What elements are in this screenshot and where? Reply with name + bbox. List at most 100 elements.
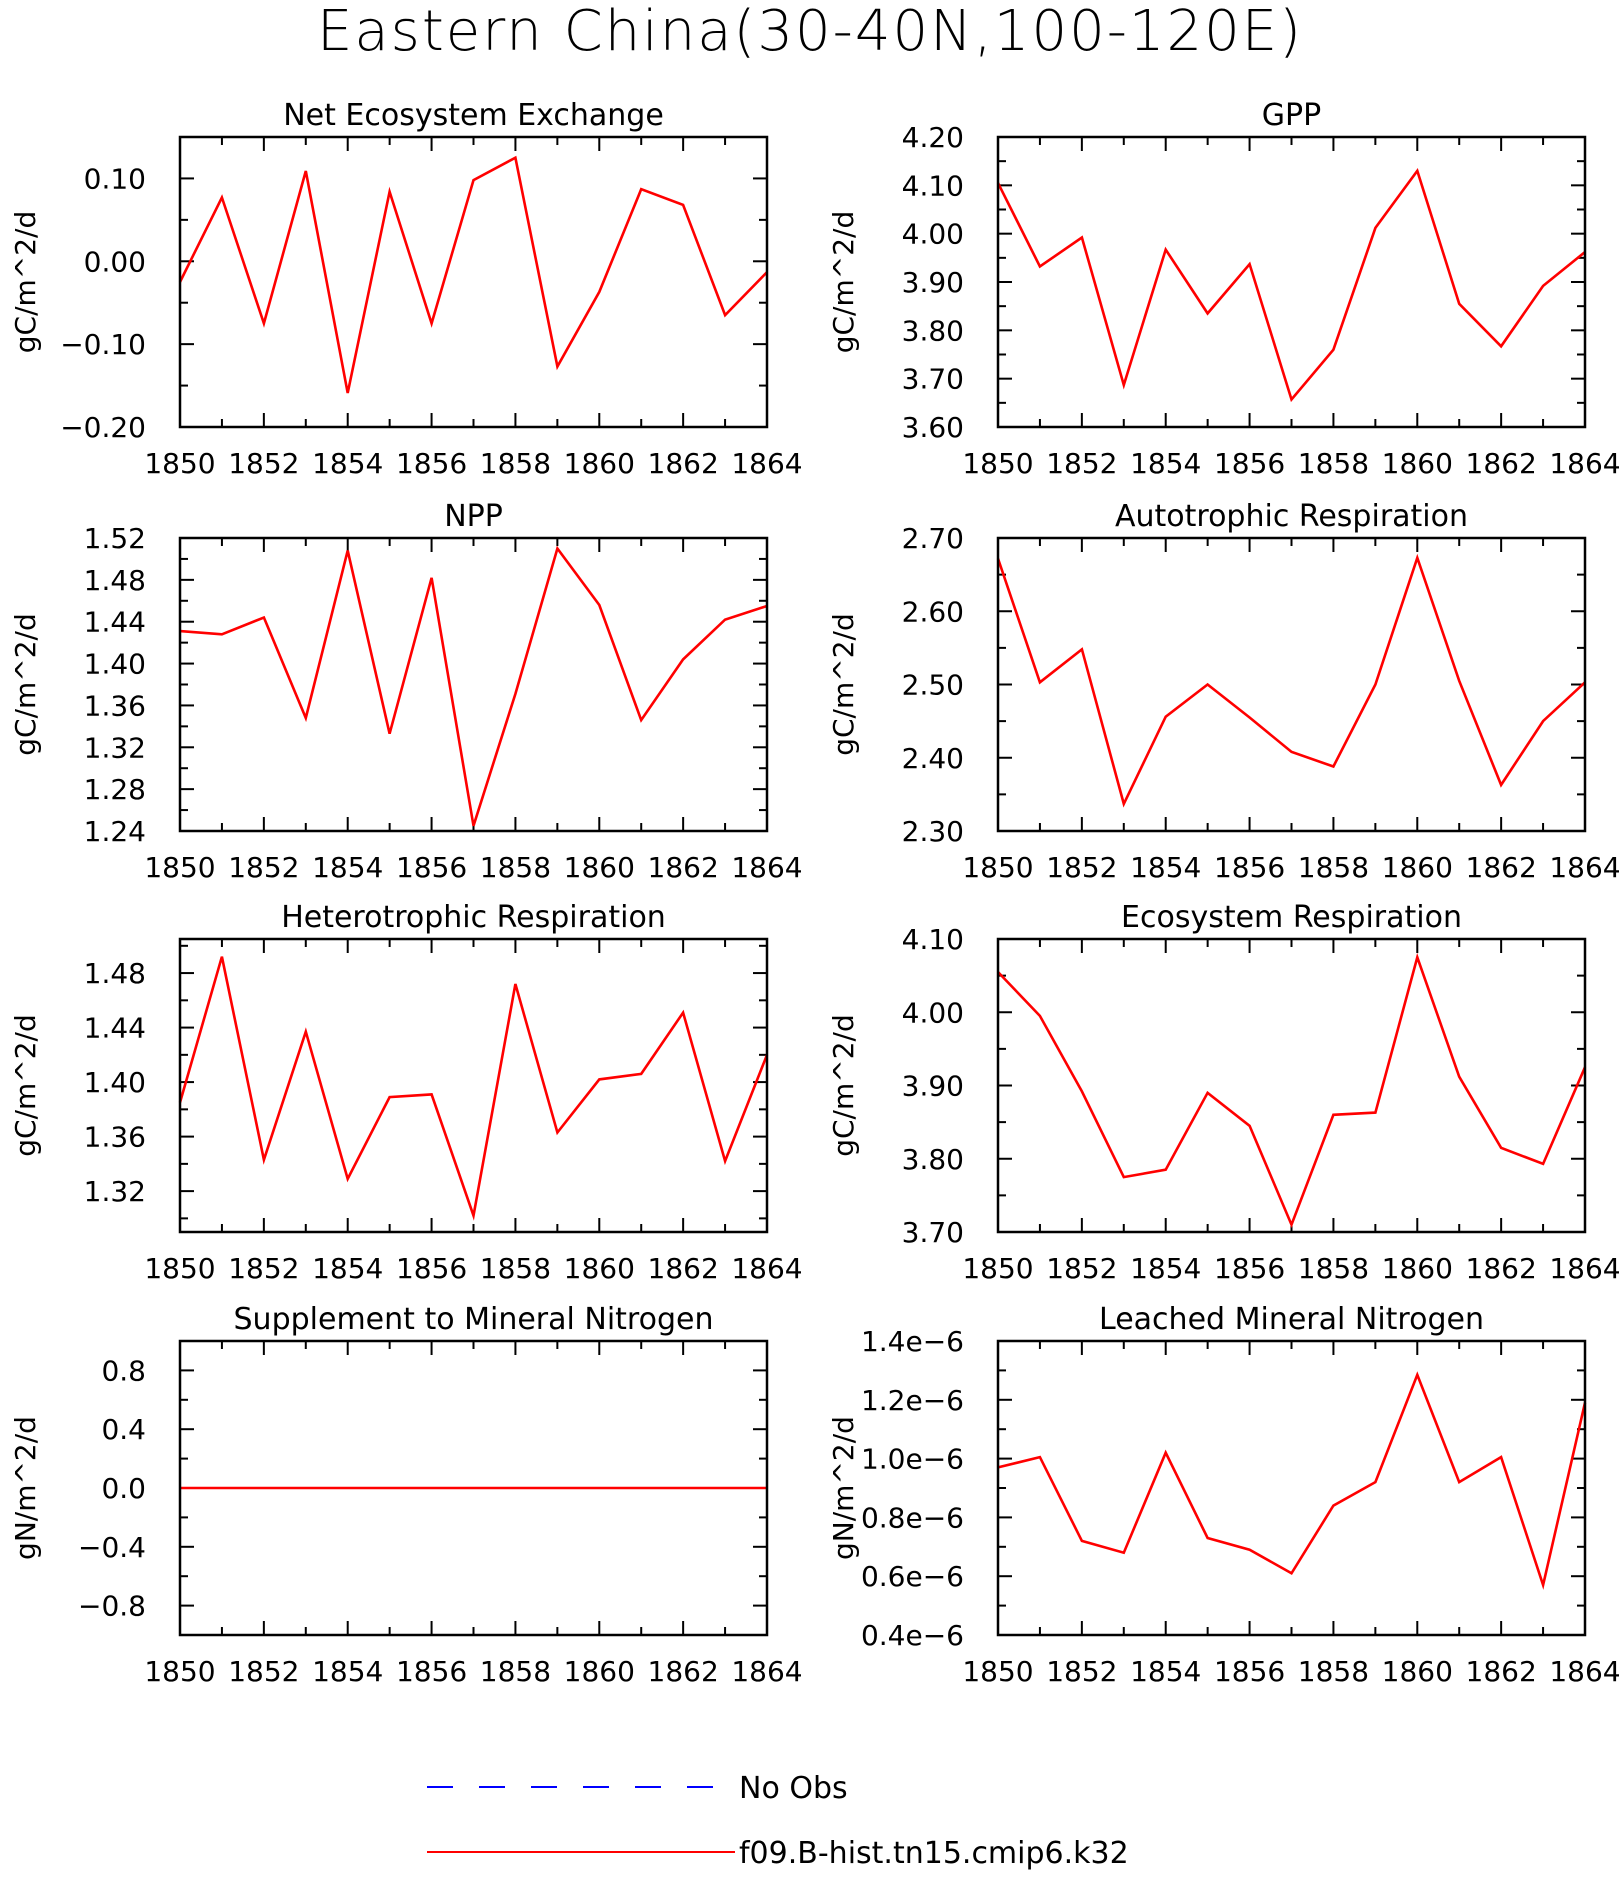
series-line: [179, 545, 768, 827]
x-tick-label: 1850: [144, 1655, 215, 1688]
legend-label: f09.B-hist.tn15.cmip6.k32: [739, 1836, 1129, 1871]
y-tick-label: 1.4e−6: [861, 1325, 964, 1358]
x-tick-label: 1852: [1046, 1655, 1117, 1688]
panel-title: Supplement to Mineral Nitrogen: [234, 1302, 714, 1337]
panel-title: Autotrophic Respiration: [1115, 499, 1468, 534]
x-tick-label: 1864: [1549, 447, 1620, 480]
series-line: [997, 952, 1587, 1229]
panel-4: Autotrophic Respiration gC/m^2/d 1850 1852 1…: [827, 499, 1620, 884]
y-tick-label: 4.20: [902, 121, 964, 154]
x-tick-label: 1862: [648, 1252, 719, 1285]
panel-title: NPP: [444, 499, 503, 534]
y-tick-label: −0.8: [78, 1590, 146, 1623]
y-tick-label: 2.40: [902, 742, 964, 775]
y-axis-label: gN/m^2/d: [9, 1416, 42, 1560]
y-tick-label: −0.20: [60, 411, 146, 444]
plot-frame: [996, 937, 1587, 1234]
series-line: [178, 155, 768, 394]
y-tick-label: 1.28: [84, 773, 146, 806]
y-tick-label: 1.48: [84, 564, 146, 597]
y-axis-label: gC/m^2/d: [9, 211, 42, 354]
y-tick-label: 3.70: [902, 363, 964, 396]
y-tick-label: 0.0: [101, 1472, 146, 1505]
x-tick-label: 1850: [962, 851, 1033, 884]
x-tick-label: 1854: [312, 851, 383, 884]
y-tick-label: 1.44: [84, 606, 146, 639]
x-tick-label: 1856: [396, 1252, 467, 1285]
x-tick-label: 1854: [1130, 1252, 1201, 1285]
x-tick-label: 1862: [1466, 1655, 1537, 1688]
y-tick-label: 4.10: [902, 169, 964, 202]
y-axis-label: gC/m^2/d: [9, 613, 42, 756]
y-tick-label: 0.8: [101, 1354, 146, 1387]
x-tick-label: 1864: [731, 851, 802, 884]
y-tick-label: 4.00: [902, 218, 964, 251]
x-tick-label: 1852: [228, 851, 299, 884]
y-tick-label: 1.24: [84, 815, 146, 848]
panel-title: Leached Mineral Nitrogen: [1099, 1302, 1484, 1337]
y-tick-label: −0.4: [78, 1531, 146, 1564]
y-tick-label: 3.70: [902, 1216, 964, 1249]
plot-frame: [178, 937, 769, 1234]
y-tick-label: 1.32: [84, 1175, 146, 1208]
plot-frame: [178, 536, 769, 833]
y-tick-label: 1.44: [84, 1012, 146, 1045]
x-tick-label: 1858: [1298, 447, 1369, 480]
y-axis-label: gC/m^2/d: [827, 1014, 860, 1157]
y-tick-label: 0.8e−6: [861, 1501, 964, 1534]
x-tick-label: 1854: [1130, 851, 1201, 884]
x-tick-label: 1852: [228, 1655, 299, 1688]
y-tick-label: 4.00: [902, 996, 964, 1029]
x-tick-label: 1862: [648, 1655, 719, 1688]
y-tick-label: 1.40: [84, 648, 146, 681]
x-tick-label: 1864: [731, 1252, 802, 1285]
x-tick-label: 1858: [1298, 1655, 1369, 1688]
y-tick-label: 1.48: [84, 957, 146, 990]
y-axis-label: gC/m^2/d: [827, 613, 860, 756]
y-tick-label: 0.4: [101, 1413, 146, 1446]
x-tick-label: 1860: [1382, 851, 1453, 884]
x-tick-label: 1864: [1549, 1252, 1620, 1285]
y-tick-label: 0.6e−6: [861, 1560, 964, 1593]
x-tick-label: 1856: [1214, 851, 1285, 884]
x-tick-label: 1854: [312, 447, 383, 480]
x-tick-label: 1852: [1046, 447, 1117, 480]
x-tick-label: 1850: [962, 1655, 1033, 1688]
x-tick-label: 1856: [1214, 1252, 1285, 1285]
x-tick-label: 1858: [480, 1252, 551, 1285]
x-tick-label: 1860: [1382, 1252, 1453, 1285]
series-line: [178, 956, 769, 1221]
y-axis-label: gN/m^2/d: [827, 1416, 860, 1560]
series-line: [996, 553, 1586, 808]
y-tick-label: 3.80: [902, 1143, 964, 1176]
y-axis-label: gC/m^2/d: [827, 211, 860, 354]
x-tick-label: 1858: [1298, 851, 1369, 884]
y-tick-label: 4.10: [902, 923, 964, 956]
panel-title: Heterotrophic Respiration: [281, 900, 666, 935]
x-tick-label: 1856: [396, 447, 467, 480]
y-tick-label: 2.60: [902, 595, 964, 628]
panel-5: Heterotrophic Respiration gC/m^2/d 1850 185…: [9, 900, 803, 1285]
x-tick-label: 1864: [731, 447, 802, 480]
y-tick-label: 3.60: [902, 411, 964, 444]
panel-1: Net Ecosystem Exchange gC/m^2/d 1850 1852 18…: [9, 98, 803, 480]
x-tick-label: 1860: [564, 1655, 635, 1688]
x-tick-label: 1864: [1549, 1655, 1620, 1688]
panel-8: Leached Mineral Nitrogen gN/m^2/d 1850 1852…: [827, 1302, 1620, 1688]
y-tick-label: 1.0e−6: [861, 1443, 964, 1476]
legend-label: No Obs: [739, 1771, 848, 1806]
y-tick-label: 1.40: [84, 1066, 146, 1099]
x-tick-label: 1862: [1466, 851, 1537, 884]
x-tick-label: 1860: [1382, 447, 1453, 480]
y-tick-label: 2.50: [902, 669, 964, 702]
y-tick-label: 0.00: [84, 245, 146, 278]
x-tick-label: 1862: [1466, 1252, 1537, 1285]
plot-frame: [178, 1339, 769, 1637]
y-tick-label: −0.10: [60, 328, 146, 361]
legend: No Obs f09.B-hist.tn15.cmip6.k32: [427, 1771, 1129, 1871]
x-tick-label: 1860: [1382, 1655, 1453, 1688]
y-tick-label: 1.36: [84, 1121, 146, 1154]
y-axis-label: gC/m^2/d: [9, 1014, 42, 1157]
legend-item-1: No Obs: [427, 1771, 848, 1806]
